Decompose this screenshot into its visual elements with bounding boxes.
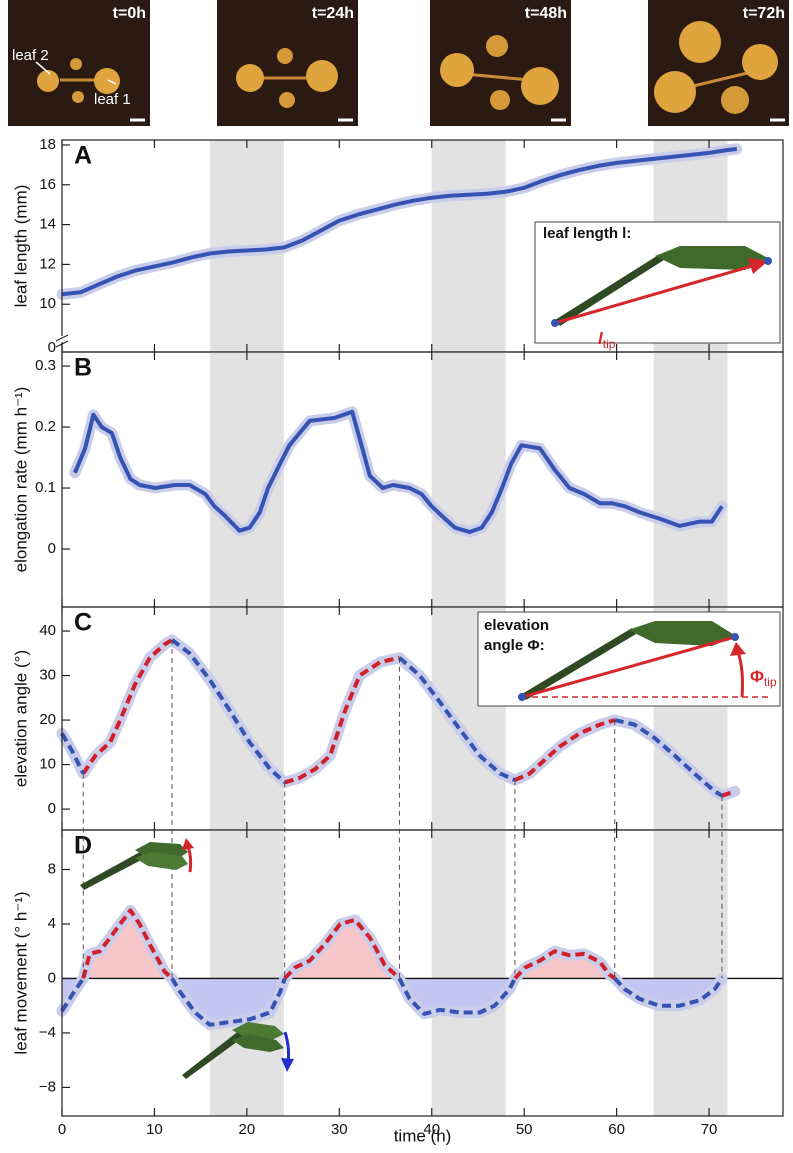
- night-band: [209, 830, 284, 1116]
- y-tick-label: −4: [39, 1024, 56, 1041]
- night-band: [653, 830, 728, 1116]
- x-tick-label: 60: [608, 1121, 625, 1138]
- y-tick-label: 4: [48, 915, 56, 932]
- symbol: l: [598, 329, 604, 348]
- photo-annotation: leaf 1: [94, 91, 131, 108]
- x-tick-label: 0: [58, 1121, 66, 1138]
- y-tick-label: 10: [39, 295, 56, 312]
- photo: [217, 0, 358, 126]
- subscript: tip: [764, 675, 777, 689]
- y-tick-label: 0.2: [35, 418, 56, 435]
- night-band: [431, 830, 506, 1116]
- photo: [430, 0, 571, 126]
- axis-break-gap: [57, 336, 67, 342]
- y-tick-label: 30: [39, 667, 56, 684]
- y-axis-label: elongation rate (mm h⁻¹): [11, 387, 30, 573]
- line: [83, 910, 722, 978]
- night-band: [431, 140, 506, 352]
- photo-label: t=48h: [525, 5, 567, 22]
- area: [83, 910, 723, 979]
- x-axis-label: time (h): [394, 1126, 452, 1145]
- inset-angle: elevation angle Φ: Φtip: [477, 611, 781, 707]
- y-tick-label: 0.1: [35, 479, 56, 496]
- line: [81, 638, 736, 798]
- x-tick-label: 40: [423, 1121, 440, 1138]
- plot-frame: [61, 829, 784, 1117]
- axis-break: [55, 334, 69, 342]
- y-tick-label: 0.3: [35, 357, 56, 374]
- night-band: [209, 607, 284, 830]
- x-tick-label: 10: [146, 1121, 163, 1138]
- photo: [648, 0, 789, 126]
- line: [61, 147, 738, 297]
- line: [73, 409, 724, 534]
- photo: [8, 0, 150, 126]
- leaf-down-sketch: [182, 1022, 294, 1079]
- y-tick-label: 14: [39, 216, 56, 233]
- panel: −8 −4 0 4 8 0 10 20 30 40 50 60 70 time (h) leaf movem…: [11, 829, 784, 1145]
- symbol: Φ: [750, 667, 764, 686]
- y-tick-label: 8: [48, 860, 56, 877]
- confidence-band: [83, 910, 722, 978]
- y-tick-label: 16: [39, 176, 56, 193]
- inset-title: leaf length l:: [543, 225, 631, 242]
- night-band: [653, 352, 728, 607]
- inset-symbol: Φtip: [750, 667, 777, 689]
- y-axis-label: leaf movement (° h⁻¹): [11, 891, 30, 1054]
- photo-label: t=72h: [743, 5, 785, 22]
- night-band: [431, 352, 506, 607]
- y-tick-label: 0: [48, 969, 56, 986]
- y-tick-label: 20: [39, 711, 56, 728]
- confidence-band: [69, 406, 728, 538]
- photo-label: t=0h: [113, 5, 146, 22]
- subscript: tip: [603, 337, 616, 351]
- panel-label: B: [74, 354, 92, 382]
- x-tick-label: 30: [331, 1121, 348, 1138]
- y-tick-label: 0: [48, 540, 56, 557]
- photo-annotation: leaf 2: [12, 47, 49, 64]
- panel-label: A: [74, 142, 92, 170]
- panel: 0 0.1 0.2 0.3 elongation rate (mm h⁻¹) B: [11, 351, 784, 608]
- y-tick-label: 12: [39, 255, 56, 272]
- leaf-up-sketch: [80, 838, 194, 890]
- line: [60, 638, 724, 798]
- y-tick-label: 0: [48, 800, 56, 817]
- y-axis-label: leaf length (mm): [11, 185, 30, 308]
- y-tick-label: 40: [39, 622, 56, 639]
- inset-symbol: ltip: [598, 329, 616, 351]
- confidence-band: [56, 972, 728, 1031]
- y-tick-label: −8: [39, 1078, 56, 1095]
- inset-length: leaf length l: ltip: [534, 221, 781, 351]
- y-axis-label: elevation angle (°): [11, 650, 30, 787]
- area: [62, 978, 722, 1025]
- y-tick-label: 10: [39, 756, 56, 773]
- x-tick-label: 50: [516, 1121, 533, 1138]
- x-tick-label: 20: [239, 1121, 256, 1138]
- y-tick-label: 18: [39, 136, 56, 153]
- line: [60, 977, 724, 1027]
- axis-break-label: 0: [48, 339, 56, 356]
- photo-strip: t=0h t=24h t=48h t=72h leaf 2 leaf 1: [8, 0, 789, 126]
- x-tick-label: 70: [701, 1121, 718, 1138]
- inset-title: angle Φ:: [484, 637, 545, 654]
- photo-label: t=24h: [312, 5, 354, 22]
- inset-title: elevation: [484, 617, 549, 634]
- panel-label: C: [74, 609, 92, 637]
